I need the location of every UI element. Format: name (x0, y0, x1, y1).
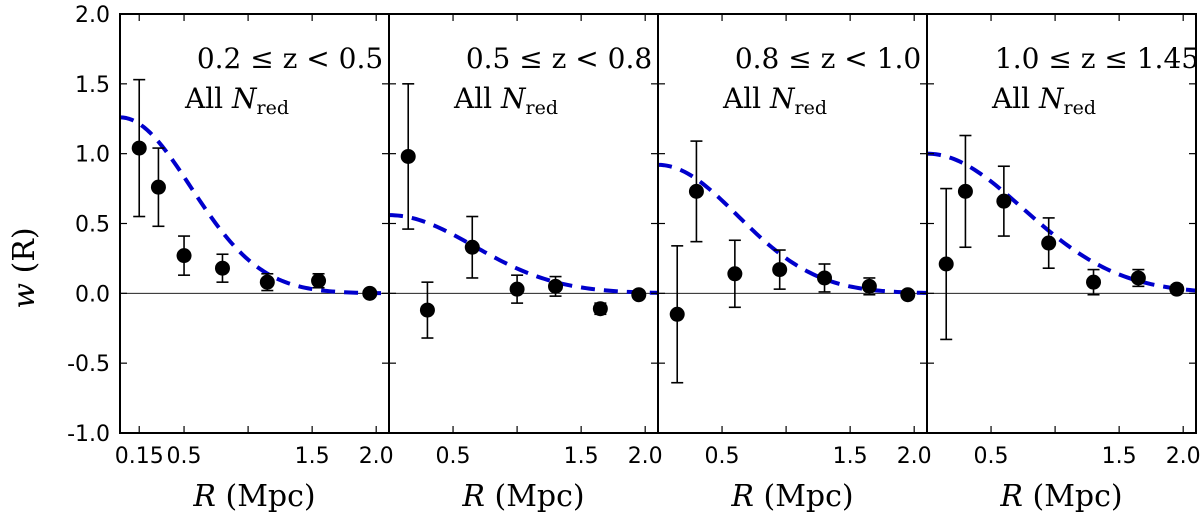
sample-label-var: N (231, 82, 258, 115)
y-axis-title: w (R) (7, 227, 42, 308)
x-tick-label: 2.0 (897, 444, 932, 469)
x-axis-title: R (Mpc) (730, 479, 853, 514)
panel-redshift-label: 0.2 ≤ z < 0.5 (197, 42, 383, 75)
sample-label-sub: red (257, 97, 290, 119)
y-tick-label: -0.5 (67, 352, 110, 377)
data-point (900, 287, 916, 303)
data-point (957, 183, 973, 199)
data-point (1130, 270, 1146, 286)
data-point (669, 306, 685, 322)
panel-redshift-label: 0.8 ≤ z < 1.0 (735, 42, 921, 75)
x-axis-title-var: R (192, 479, 216, 514)
data-point (176, 248, 192, 264)
x-tick-label: 1.5 (833, 444, 868, 469)
data-point (861, 278, 877, 294)
x-axis-title-rest: (Mpc) (216, 479, 316, 514)
y-axis-title-var: w (7, 283, 42, 309)
data-point (400, 148, 416, 164)
sample-label-var: N (500, 82, 527, 115)
x-axis-title-rest: (Mpc) (1023, 479, 1123, 514)
data-point (727, 266, 743, 282)
model-curve (926, 151, 1197, 293)
x-tick-label: 2.0 (359, 444, 394, 469)
sample-label-prefix: All (722, 82, 770, 115)
data-point (688, 183, 704, 199)
sample-label-sub: red (795, 97, 828, 119)
data-point (509, 281, 525, 297)
sample-label-prefix: All (184, 82, 232, 115)
x-axis-title: R (Mpc) (999, 479, 1122, 514)
data-point (592, 301, 608, 317)
model-curve (657, 162, 928, 295)
panel-frame (388, 13, 659, 434)
sample-label-var: N (1038, 82, 1065, 115)
data-point (548, 278, 564, 294)
x-tick-label: 0.5 (436, 444, 471, 469)
x-axis-title-rest: (Mpc) (754, 479, 854, 514)
x-tick-label: 0.5 (705, 444, 740, 469)
panels: -1.0-0.50.00.51.01.52.00.15 0.5 1.5 2.00.2 … (67, 3, 1200, 514)
y-tick-label: -1.0 (67, 422, 110, 447)
panel-sample-label: All Nred (722, 82, 827, 119)
panel-2: 0.5 1.5 2.0 0.5 ≤ z < 0.8 All Nred R (Mpc) (388, 13, 663, 514)
panel-sample-label: All Nred (991, 82, 1096, 119)
x-tick-label: 2.0 (628, 444, 663, 469)
sample-label-var: N (769, 82, 796, 115)
model-curve (388, 213, 659, 295)
sample-label-sub: red (526, 97, 559, 119)
x-tick-label: 0.5 (974, 444, 1009, 469)
panel-frame (119, 13, 390, 434)
x-tick-label: 0.5 (167, 444, 202, 469)
y-tick-label: 2.0 (75, 3, 110, 28)
panel-3: 0.5 1.5 2.0 0.8 ≤ z < 1.0 All Nred R (Mpc) (657, 13, 932, 514)
data-point (362, 285, 378, 301)
data-point (150, 179, 166, 195)
x-axis-title-var: R (999, 479, 1023, 514)
data-point (1086, 274, 1102, 290)
data-point (1041, 235, 1057, 251)
data-point (464, 239, 480, 255)
y-tick-label: 1.0 (75, 143, 110, 168)
data-point (631, 287, 647, 303)
x-tick-label: 2.0 (1166, 444, 1200, 469)
data-point (419, 302, 435, 318)
data-point (131, 140, 147, 156)
data-point (772, 262, 788, 278)
panel-frame (657, 13, 928, 434)
svg-text:w (R): w (R) (7, 227, 42, 308)
y-tick-label: 1.5 (75, 73, 110, 98)
x-axis-title: R (Mpc) (192, 479, 315, 514)
sample-label-sub: red (1064, 97, 1097, 119)
y-tick-label: 0.5 (75, 213, 110, 238)
x-axis-title-var: R (730, 479, 754, 514)
x-tick-label: 1.5 (1102, 444, 1137, 469)
panel-sample-label: All Nred (184, 82, 289, 119)
panel-sample-label: All Nred (453, 82, 558, 119)
data-point (817, 270, 833, 286)
sample-label-prefix: All (453, 82, 501, 115)
x-axis-title: R (Mpc) (461, 479, 584, 514)
x-tick-label: 0.15 (115, 444, 164, 469)
data-point (214, 260, 230, 276)
panel-frame (926, 13, 1197, 434)
data-point (259, 274, 275, 290)
data-point (938, 256, 954, 272)
panel-4: 0.5 1.5 2.0 1.0 ≤ z ≤ 1.45 All Nred R (Mpc) (926, 13, 1200, 514)
x-tick-label: 1.5 (295, 444, 330, 469)
panel-redshift-label: 1.0 ≤ z ≤ 1.45 (995, 42, 1199, 75)
panel-1: -1.0-0.50.00.51.01.52.00.15 0.5 1.5 2.00.2 … (67, 3, 394, 514)
sample-label-prefix: All (991, 82, 1039, 115)
model-curve (119, 115, 390, 296)
y-tick-label: 0.0 (75, 282, 110, 307)
x-axis-title-var: R (461, 479, 485, 514)
data-point (1169, 281, 1185, 297)
x-axis-title-rest: (Mpc) (485, 479, 585, 514)
data-point (311, 273, 327, 289)
y-axis-title-rest: (R) (7, 227, 42, 283)
data-point (996, 193, 1012, 209)
x-tick-label: 1.5 (564, 444, 599, 469)
panel-redshift-label: 0.5 ≤ z < 0.8 (466, 42, 652, 75)
